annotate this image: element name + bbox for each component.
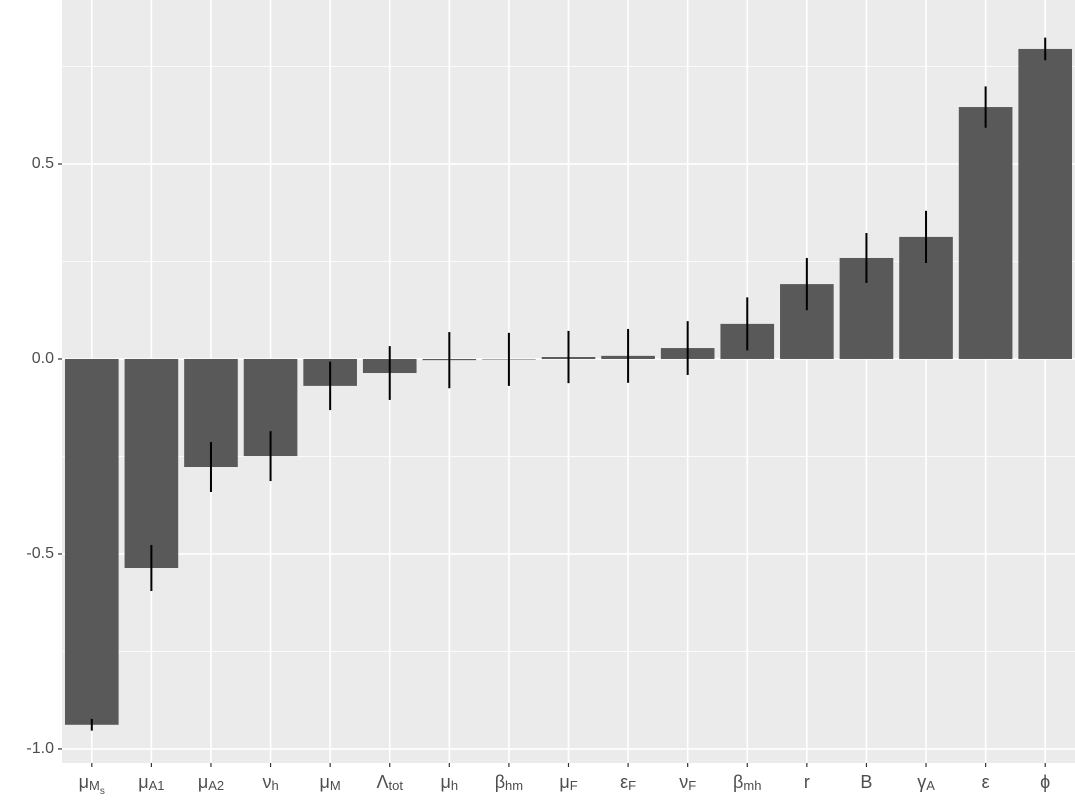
label-subscript: F [628, 778, 636, 793]
bar [1018, 48, 1073, 359]
x-tick-label: νh [262, 772, 278, 794]
label-subscript: mh [743, 778, 761, 793]
label-subscript: M [330, 778, 341, 793]
x-tick-label: μM [320, 772, 341, 794]
label-symbol: r [804, 772, 810, 792]
label-symbol: ν [679, 772, 688, 792]
label-symbol: μ [138, 772, 148, 792]
label-subscript: A1 [149, 778, 165, 793]
x-tick-label: B [860, 772, 872, 792]
label-subscript: tot [389, 778, 404, 793]
x-tick-label: γA [917, 772, 935, 794]
label-symbol: μ [79, 772, 89, 792]
label-subscript: hm [505, 778, 523, 793]
label-symbol: ε [620, 772, 628, 792]
label-subscript: A2 [208, 778, 224, 793]
y-tick-label: 0.0 [32, 350, 54, 367]
label-symbol: β [733, 772, 743, 792]
x-tick-label: μMs [79, 772, 105, 797]
label-subscript: M [89, 778, 100, 793]
label-symbol: μ [198, 772, 208, 792]
label-symbol: μ [441, 772, 451, 792]
label-subscript: A [926, 778, 935, 793]
x-tick-label: μh [441, 772, 459, 794]
y-tick-label: -1.0 [26, 740, 54, 757]
label-symbol: ν [262, 772, 271, 792]
label-symbol: ε [982, 772, 990, 792]
x-tick-label: ϕ [1040, 772, 1050, 792]
label-symbol: B [860, 772, 872, 792]
x-tick-label: Λtot [376, 772, 403, 794]
x-tick-label: r [804, 772, 810, 792]
y-tick-label: 0.5 [32, 155, 54, 172]
x-tick-label: βhm [495, 772, 523, 794]
label-symbol: Λ [376, 772, 388, 792]
label-subsubscript: s [100, 786, 105, 797]
label-symbol: μ [320, 772, 330, 792]
label-subscript: h [451, 778, 458, 793]
x-tick-label: μA2 [198, 772, 224, 794]
label-symbol: γ [917, 772, 926, 792]
x-tick-label: εF [620, 772, 636, 794]
label-symbol: μ [559, 772, 569, 792]
bar [64, 358, 119, 725]
x-tick-label: νF [679, 772, 696, 794]
y-tick-label: -0.5 [26, 545, 54, 562]
bar [124, 358, 179, 569]
bar [958, 107, 1013, 359]
x-tick-label: μF [559, 772, 577, 794]
x-tick-label: βmh [733, 772, 761, 794]
label-symbol: ϕ [1040, 772, 1050, 792]
x-tick-label: ε [982, 772, 990, 792]
label-subscript: F [688, 778, 696, 793]
x-tick-label: μA1 [138, 772, 164, 794]
label-subscript: h [271, 778, 278, 793]
label-symbol: β [495, 772, 505, 792]
label-subscript: F [570, 778, 578, 793]
